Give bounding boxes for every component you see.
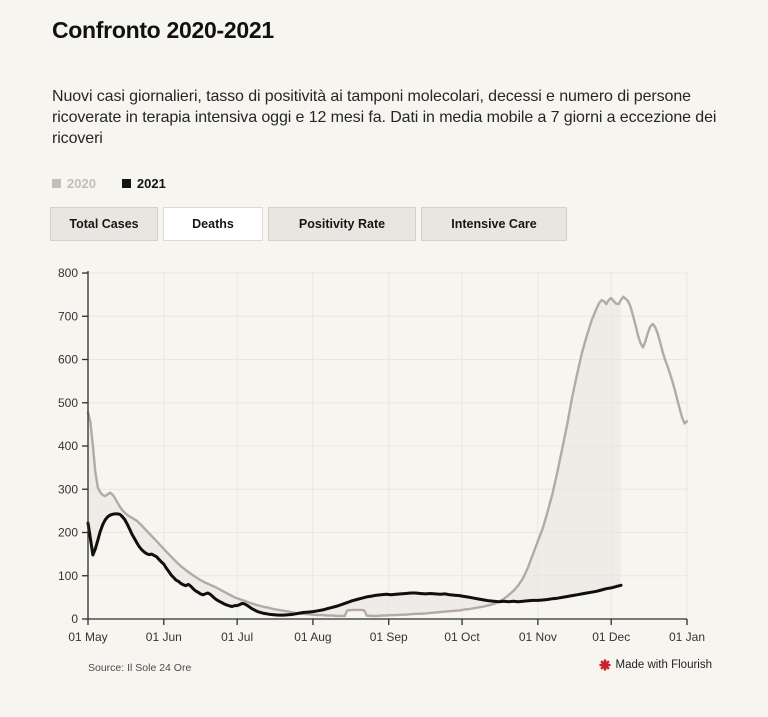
tab-positivity-rate[interactable]: Positivity Rate xyxy=(268,207,416,241)
svg-text:300: 300 xyxy=(58,482,78,496)
legend: 2020 2021 xyxy=(52,176,166,191)
svg-text:01 Jun: 01 Jun xyxy=(146,630,182,644)
svg-text:400: 400 xyxy=(58,439,78,453)
svg-text:800: 800 xyxy=(58,266,78,280)
legend-label-2020: 2020 xyxy=(67,176,96,191)
svg-text:01 May: 01 May xyxy=(68,630,107,644)
page-title: Confronto 2020-2021 xyxy=(52,17,274,43)
flourish-logo-icon xyxy=(599,659,612,671)
legend-item-2021[interactable]: 2021 xyxy=(121,176,166,191)
svg-text:01 Jul: 01 Jul xyxy=(221,630,253,644)
svg-text:100: 100 xyxy=(58,569,78,583)
svg-text:01 Sep: 01 Sep xyxy=(370,630,408,644)
svg-text:01 Jan: 01 Jan xyxy=(669,630,705,644)
made-with-flourish-label: Made with Flourish xyxy=(615,659,712,671)
legend-swatch-2021-icon xyxy=(121,179,131,188)
tab-total-cases[interactable]: Total Cases xyxy=(50,207,158,241)
svg-text:600: 600 xyxy=(58,353,78,367)
svg-text:0: 0 xyxy=(71,612,78,626)
svg-text:700: 700 xyxy=(58,309,78,323)
legend-swatch-2020-icon xyxy=(52,179,61,188)
legend-label-2021: 2021 xyxy=(136,176,166,191)
metric-tabs: Total Cases Deaths Positivity Rate Inten… xyxy=(50,207,567,241)
svg-text:01 Aug: 01 Aug xyxy=(294,630,331,644)
svg-text:01 Nov: 01 Nov xyxy=(519,630,557,644)
legend-item-2020[interactable]: 2020 xyxy=(52,176,96,191)
chart-description: Nuovi casi giornalieri, tasso di positiv… xyxy=(52,88,717,147)
svg-text:01 Oct: 01 Oct xyxy=(444,630,480,644)
svg-text:200: 200 xyxy=(58,526,78,540)
svg-text:500: 500 xyxy=(58,396,78,410)
svg-text:01 Dec: 01 Dec xyxy=(592,630,630,644)
made-with-flourish-link[interactable]: Made with Flourish xyxy=(599,659,712,671)
source-credit: Source: Il Sole 24 Ore xyxy=(88,662,192,674)
tab-intensive-care[interactable]: Intensive Care xyxy=(421,207,567,241)
tab-deaths[interactable]: Deaths xyxy=(163,207,263,241)
